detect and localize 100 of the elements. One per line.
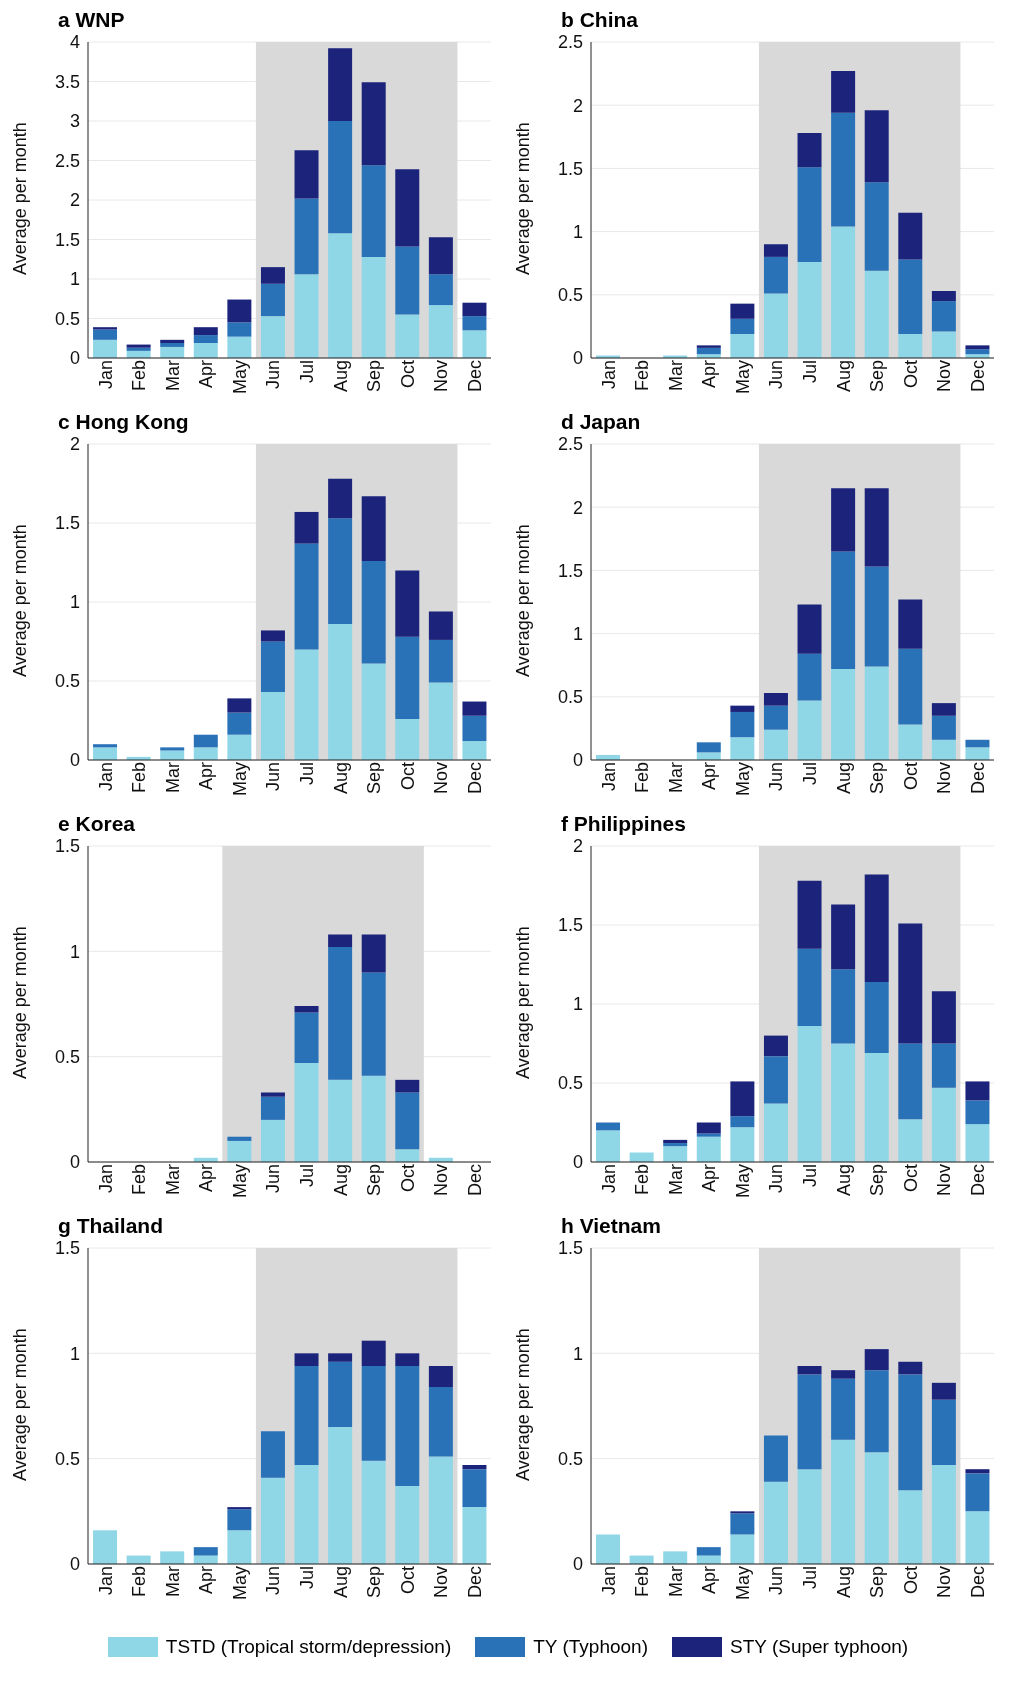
chart-title: d Japan: [560, 410, 642, 435]
x-tick-label: Jan: [95, 360, 116, 390]
x-tick-label: Feb: [129, 1566, 150, 1598]
x-tick-label: Apr: [699, 762, 720, 791]
y-tick-label: 1.5: [54, 1238, 80, 1259]
bar: [93, 744, 118, 748]
x-tick-label: Jun: [263, 1164, 284, 1194]
bar: [462, 330, 487, 358]
bar: [294, 1365, 319, 1465]
x-tick-label: May: [732, 360, 753, 395]
x-tick-label: Aug: [330, 1164, 351, 1197]
bar: [663, 1146, 688, 1162]
bar: [831, 488, 856, 552]
bar: [260, 1096, 285, 1120]
x-tick-label: Jan: [598, 1164, 619, 1194]
bar: [931, 291, 956, 302]
bar: [763, 244, 788, 257]
x-tick-label: Aug: [330, 1566, 351, 1599]
x-tick-label: Sep: [364, 1164, 385, 1197]
y-axis-title: Average per month: [513, 1328, 534, 1481]
y-axis-title: Average per month: [513, 926, 534, 1079]
bar: [93, 1530, 118, 1564]
bar: [864, 874, 889, 982]
legend-label: TSTD (Tropical storm/depression): [165, 1636, 452, 1658]
bar: [160, 342, 185, 347]
bar: [730, 303, 755, 319]
bar: [361, 165, 386, 257]
bar: [797, 880, 822, 949]
y-tick-label: 2: [69, 434, 80, 455]
x-tick-label: Jul: [297, 360, 318, 384]
bar: [898, 259, 923, 334]
bar: [831, 904, 856, 970]
bar: [696, 1122, 721, 1134]
bar: [898, 1043, 923, 1120]
x-tick-label: Jul: [800, 1566, 821, 1590]
bar: [864, 666, 889, 760]
y-tick-label: 0: [69, 1554, 80, 1575]
bar: [361, 1075, 386, 1162]
x-tick-label: Sep: [364, 360, 385, 393]
x-tick-label: Apr: [196, 360, 217, 389]
bar: [395, 1365, 420, 1487]
y-axis-title: Average per month: [10, 524, 31, 677]
y-tick-label: 0: [69, 1152, 80, 1173]
bar: [395, 1149, 420, 1162]
bar: [831, 112, 856, 227]
bar: [730, 1513, 755, 1535]
x-tick-label: Nov: [934, 1164, 955, 1197]
x-tick-label: Sep: [364, 762, 385, 795]
bar: [361, 1460, 386, 1564]
bar: [763, 729, 788, 760]
bar: [763, 1435, 788, 1482]
x-tick-label: Nov: [431, 762, 452, 795]
bar: [260, 316, 285, 358]
bar: [730, 711, 755, 738]
x-tick-label: Nov: [934, 360, 955, 393]
bar: [763, 705, 788, 730]
bar: [596, 1130, 621, 1162]
bar: [864, 1052, 889, 1162]
x-tick-label: May: [732, 1164, 753, 1199]
bar: [227, 336, 252, 358]
bar: [596, 1534, 621, 1564]
bar: [294, 543, 319, 650]
y-tick-label: 1.5: [54, 513, 80, 534]
bar: [797, 604, 822, 654]
y-tick-label: 1: [572, 221, 583, 242]
bar: [294, 1062, 319, 1162]
x-tick-label: May: [229, 762, 250, 797]
bar: [831, 551, 856, 669]
chart-title: e Korea: [57, 812, 137, 837]
chart-title: b China: [560, 8, 639, 33]
bar: [294, 1353, 319, 1366]
bar: [864, 1349, 889, 1371]
x-tick-label: Nov: [431, 360, 452, 393]
bar: [428, 1387, 453, 1457]
bar: [428, 682, 453, 760]
y-tick-label: 2: [572, 95, 583, 116]
x-tick-label: Feb: [129, 762, 150, 794]
bar: [227, 1136, 252, 1141]
x-tick-label: Oct: [900, 1566, 921, 1595]
bar: [965, 739, 990, 748]
bar: [931, 301, 956, 332]
bar: [696, 1136, 721, 1162]
x-tick-label: Oct: [397, 360, 418, 389]
x-tick-label: Oct: [900, 1164, 921, 1193]
bar: [260, 641, 285, 693]
bar: [831, 1043, 856, 1162]
x-tick-label: Jun: [263, 360, 284, 390]
y-tick-label: 0.5: [557, 1073, 583, 1094]
bar: [864, 182, 889, 271]
x-tick-label: Jun: [766, 1164, 787, 1194]
bar: [328, 934, 353, 948]
bar: [260, 692, 285, 760]
bar: [763, 693, 788, 706]
x-tick-label: Nov: [431, 1566, 452, 1599]
bar: [227, 1509, 252, 1531]
bar: [797, 1374, 822, 1470]
y-tick-label: 1: [572, 994, 583, 1015]
bar: [763, 1481, 788, 1564]
x-tick-label: Jul: [297, 1164, 318, 1188]
x-tick-label: Mar: [162, 360, 183, 391]
